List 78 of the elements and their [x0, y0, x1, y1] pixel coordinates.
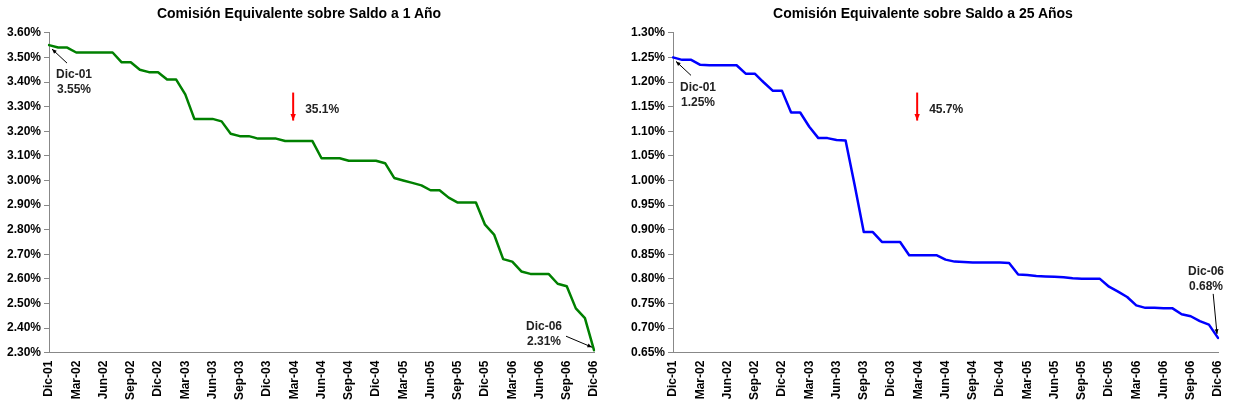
y-tick-label: 0.85% [630, 246, 666, 261]
y-tick-label: 1.15% [630, 98, 666, 113]
x-tick-label: Dic-02 [150, 360, 165, 397]
x-tick-label: Mar-05 [1019, 360, 1034, 400]
x-tick-label: Sep-06 [1183, 360, 1198, 401]
y-tick-label: 2.70% [6, 246, 42, 261]
x-tick-label: Jun-06 [531, 360, 546, 400]
x-tick-label: Dic-05 [477, 360, 492, 397]
x-tick-label: Mar-02 [68, 360, 83, 400]
annotation: Dic-01 3.55% [56, 67, 93, 97]
x-tick-label: Mar-04 [286, 360, 301, 400]
x-tick-label: Sep-05 [1074, 360, 1089, 401]
x-tick-label: Mar-04 [910, 360, 925, 400]
y-tick-label: 1.20% [630, 74, 666, 89]
x-tick-label: Sep-03 [856, 360, 871, 401]
x-tick-label: Jun-03 [204, 360, 219, 400]
x-tick-label: Jun-02 [719, 360, 734, 400]
x-tick-label: Sep-02 [123, 360, 138, 401]
x-tick-label: Jun-05 [1046, 360, 1061, 400]
annotation: 45.7% [929, 101, 964, 116]
y-tick-label: 2.60% [6, 271, 42, 286]
y-tick-label: 0.65% [630, 344, 666, 359]
y-tick-label: 3.30% [6, 98, 42, 113]
x-tick-label: Dic-03 [883, 360, 898, 397]
annotation: Dic-06 0.68% [1187, 264, 1225, 294]
x-tick-label: Dic-03 [259, 360, 274, 397]
y-tick-label: 0.75% [630, 295, 666, 310]
x-tick-label: Sep-04 [965, 360, 980, 401]
y-tick-label: 1.10% [630, 123, 666, 138]
x-tick-label: Mar-03 [801, 360, 816, 400]
annotation: Dic-01 1.25% [680, 79, 717, 109]
y-tick-label: 2.30% [6, 344, 42, 359]
x-tick-label: Mar-06 [504, 360, 519, 400]
y-tick-label: 0.80% [630, 271, 666, 286]
y-tick-label: 2.40% [6, 320, 42, 335]
x-tick-label: Sep-06 [559, 360, 574, 401]
x-tick-label: Mar-06 [1128, 360, 1143, 400]
y-tick-label: 1.05% [630, 148, 666, 163]
x-tick-label: Dic-02 [774, 360, 789, 397]
annotation: 35.1% [305, 101, 340, 116]
y-tick-label: 3.20% [6, 123, 42, 138]
x-tick-label: Dic-01 [41, 360, 56, 397]
chart-title: Comisión Equivalente sobre Saldo a 25 Años [773, 5, 1074, 22]
y-tick-label: 1.25% [630, 49, 666, 64]
y-tick-label: 0.90% [630, 221, 666, 236]
x-tick-label: Dic-04 [368, 360, 383, 397]
y-tick-label: 0.70% [630, 320, 666, 335]
annotation: Dic-06 2.31% [525, 318, 563, 348]
y-tick-label: 1.30% [630, 25, 666, 40]
y-tick-label: 3.00% [6, 172, 42, 187]
y-tick-label: 3.60% [6, 25, 42, 40]
x-tick-label: Dic-06 [586, 360, 601, 397]
x-tick-label: Dic-01 [665, 360, 680, 397]
x-tick-label: Jun-03 [828, 360, 843, 400]
y-tick-label: 2.90% [6, 197, 42, 212]
x-tick-label: Mar-02 [692, 360, 707, 400]
y-tick-label: 2.80% [6, 221, 42, 236]
x-tick-label: Sep-05 [450, 360, 465, 401]
chart-title: Comisión Equivalente sobre Saldo a 1 Año [156, 5, 442, 22]
x-tick-label: Jun-04 [313, 360, 328, 400]
y-tick-label: 3.40% [6, 74, 42, 89]
x-tick-label: Sep-03 [232, 360, 247, 401]
y-tick-label: 0.95% [630, 197, 666, 212]
y-tick-label: 1.00% [630, 172, 666, 187]
x-tick-label: Sep-04 [341, 360, 356, 401]
y-tick-label: 2.50% [6, 295, 42, 310]
x-tick-label: Mar-03 [177, 360, 192, 400]
y-tick-label: 3.50% [6, 49, 42, 64]
x-tick-label: Dic-05 [1101, 360, 1116, 397]
x-tick-label: Jun-04 [937, 360, 952, 400]
y-tick-label: 3.10% [6, 148, 42, 163]
x-tick-label: Jun-05 [422, 360, 437, 400]
x-tick-label: Dic-04 [992, 360, 1007, 397]
x-tick-label: Sep-02 [747, 360, 762, 401]
x-tick-label: Dic-06 [1210, 360, 1225, 397]
x-tick-label: Jun-02 [95, 360, 110, 400]
x-tick-label: Mar-05 [395, 360, 410, 400]
x-tick-label: Jun-06 [1155, 360, 1170, 400]
